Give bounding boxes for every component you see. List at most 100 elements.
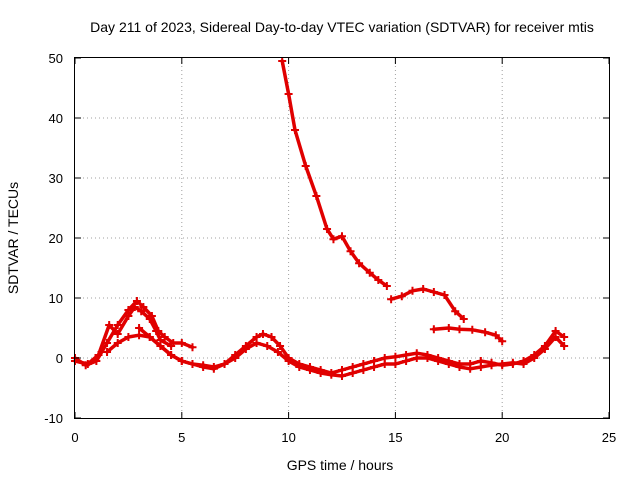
data-point-marker (459, 315, 468, 323)
data-point-marker (241, 345, 250, 353)
x-axis-ticks: 0 5 10 15 20 25 (71, 58, 616, 445)
data-point-marker (391, 352, 400, 361)
data-point-marker (92, 357, 101, 365)
data-point-marker (252, 339, 261, 347)
x-tick-label: 10 (281, 430, 295, 445)
data-point-marker (103, 339, 112, 347)
series-line-high-arc (280, 59, 389, 288)
data-point-marker (301, 162, 310, 170)
data-point-marker (530, 354, 539, 362)
data-point-marker (276, 342, 285, 350)
data-point-marker (312, 192, 321, 200)
data-point-marker (316, 369, 325, 377)
data-point-marker (476, 363, 485, 371)
data-point-marker (291, 126, 300, 134)
y-axis-ticks: -10 0 10 20 30 40 50 (44, 51, 609, 426)
data-point-marker (103, 348, 112, 356)
data-point-marker (160, 333, 169, 341)
data-point-marker (419, 285, 428, 293)
data-point-marker (440, 291, 449, 299)
data-point-marker (145, 333, 154, 341)
data-point-marker (273, 348, 282, 356)
data-point-marker (135, 331, 144, 340)
y-tick-label: 40 (49, 111, 63, 126)
data-point-marker (305, 366, 314, 374)
data-point-marker (284, 90, 293, 98)
data-point-marker (124, 333, 133, 341)
data-point-marker (560, 333, 569, 341)
x-tick-label: 0 (71, 430, 78, 445)
data-point-marker (139, 303, 148, 311)
data-point-marker (491, 331, 500, 340)
data-point-marker (508, 358, 517, 367)
y-tick-label: -10 (44, 411, 63, 426)
data-point-marker (408, 286, 417, 295)
y-tick-label: 20 (49, 231, 63, 246)
plot-frame (74, 57, 610, 419)
data-point-marker (451, 307, 460, 316)
data-point-marker (387, 295, 396, 304)
data-point-marker (199, 363, 208, 371)
data-point-marker (327, 370, 336, 379)
data-point-marker (147, 312, 156, 320)
data-point-marker (167, 351, 176, 359)
data-point-marker (382, 282, 391, 290)
data-point-marker (519, 360, 528, 368)
data-point-marker (391, 360, 400, 368)
series-layer (71, 57, 569, 380)
data-point-marker (338, 232, 346, 241)
data-point-marker (113, 321, 122, 329)
data-point-marker (455, 325, 464, 334)
data-point-marker (429, 288, 438, 296)
data-point-marker (468, 325, 477, 334)
data-point-marker (374, 276, 383, 284)
series-markers-mid-arc (387, 285, 468, 323)
y-tick-label: 50 (49, 51, 63, 66)
data-point-marker (278, 57, 287, 65)
data-point-marker (124, 306, 133, 314)
data-point-marker (284, 357, 293, 365)
chart-title: Day 211 of 2023, Sidereal Day-to-day VTE… (90, 19, 594, 35)
x-tick-label: 5 (178, 430, 185, 445)
data-point-marker (177, 357, 186, 365)
data-point-marker (444, 360, 453, 368)
data-point-marker (498, 360, 507, 368)
x-tick-label: 25 (602, 430, 616, 445)
data-point-marker (295, 363, 304, 371)
data-point-marker (444, 324, 453, 332)
series-markers-late-arc (429, 324, 507, 346)
data-point-marker (540, 345, 549, 353)
y-tick-label: 0 (56, 351, 63, 366)
data-point-marker (346, 247, 355, 256)
data-point-marker (135, 324, 144, 332)
data-point-marker (132, 297, 141, 305)
data-point-marker (105, 321, 114, 329)
y-tick-label: 30 (49, 171, 63, 186)
data-point-marker (487, 361, 496, 370)
data-point-marker (113, 330, 122, 338)
data-point-marker (397, 292, 406, 301)
y-tick-label: 10 (49, 291, 63, 306)
series-markers-low-b (135, 324, 569, 380)
data-point-marker (329, 235, 338, 244)
data-point-marker (412, 354, 421, 362)
data-point-marker (188, 343, 197, 352)
grid-lines (75, 58, 609, 418)
data-point-marker (365, 268, 374, 277)
data-point-marker (267, 333, 276, 341)
data-point-marker (188, 360, 197, 368)
data-point-marker (380, 360, 389, 368)
data-point-marker (209, 364, 218, 373)
data-point-marker (156, 342, 165, 350)
data-point-marker (370, 363, 379, 371)
data-point-marker (169, 339, 178, 347)
data-point-marker (154, 327, 163, 335)
data-point-marker (220, 360, 229, 368)
data-point-marker (466, 364, 475, 373)
x-tick-label: 15 (388, 430, 402, 445)
data-point-marker (113, 339, 122, 347)
data-point-marker (137, 307, 146, 316)
x-axis-title: GPS time / hours (287, 457, 394, 473)
data-point-marker (434, 357, 443, 365)
data-point-marker (258, 330, 267, 338)
